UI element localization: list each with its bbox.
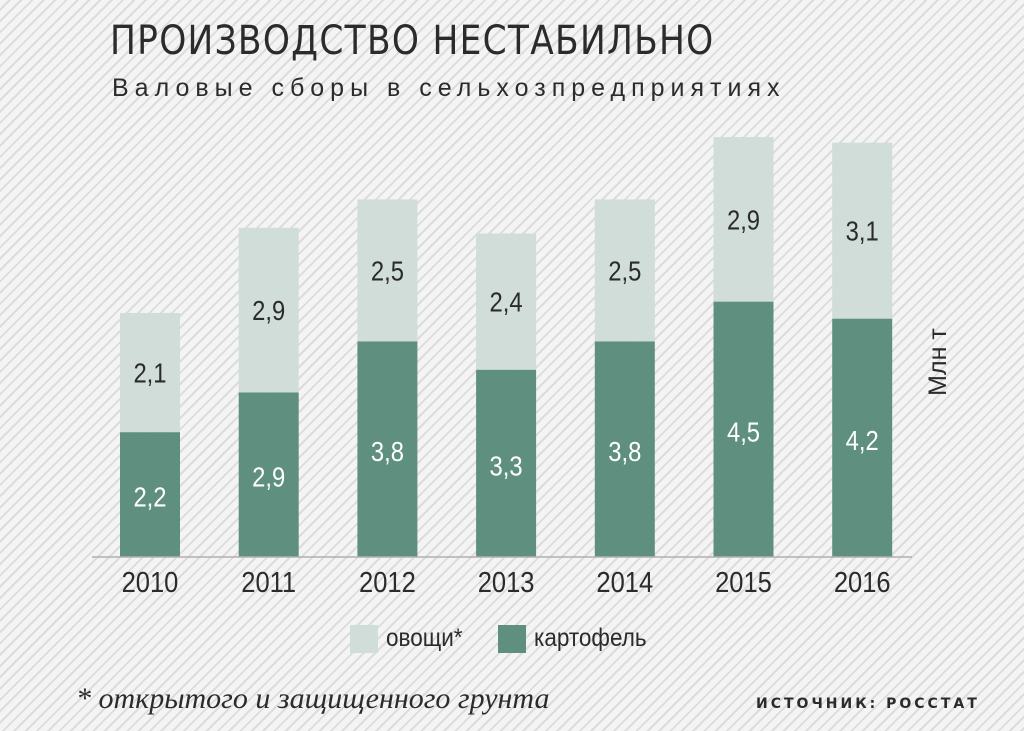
legend-label-vegetables: овощи* [386,624,463,652]
bar-potato-2016 [832,318,893,557]
source-credit: ИСТОЧНИК: РОССТАТ [756,696,980,712]
bar-potato-2010 [120,432,180,557]
bar-potato-2012 [357,341,418,557]
bar-vegetables-2016 [832,142,893,319]
data-label-potato-2016: 4,2 [846,424,879,456]
data-label-vegetables-2014: 2,5 [608,255,641,287]
data-label-vegetables-2015: 2,9 [727,203,760,235]
bar-vegetables-2012 [357,199,418,342]
data-label-potato-2012: 3,8 [371,435,404,467]
bar-vegetables-2010 [120,312,180,433]
x-tick-label-2011: 2011 [241,565,296,598]
x-tick-label-2013: 2013 [478,565,535,598]
x-tick-label-2015: 2015 [715,565,772,598]
legend-swatch-vegetables [350,624,378,653]
bar-potato-2014 [594,341,655,557]
data-label-vegetables-2013: 2,4 [490,286,523,318]
bar-vegetables-2013 [476,233,537,370]
data-label-vegetables-2011: 2,9 [252,294,285,326]
bar-potato-2011 [238,392,299,557]
footnote: * открытого и защищенного грунта [76,682,550,715]
x-tick-label-2014: 2014 [596,565,653,598]
data-label-potato-2011: 2,9 [252,461,285,493]
data-label-potato-2014: 3,8 [608,435,641,467]
legend-swatch-potato [498,624,526,653]
data-label-vegetables-2016: 3,1 [846,215,879,247]
data-label-potato-2013: 3,3 [490,449,523,481]
bar-vegetables-2011 [238,227,299,393]
data-label-vegetables-2012: 2,5 [371,255,404,287]
data-label-potato-2010: 2,2 [133,481,166,513]
x-tick-label-2016: 2016 [834,565,891,598]
data-label-potato-2015: 4,5 [727,415,760,447]
legend-item-potato: картофель [498,624,659,653]
bar-potato-2013 [476,369,537,557]
bar-vegetables-2014 [594,199,655,342]
bar-potato-2015 [713,301,774,557]
legend-item-vegetables: овощи* [350,624,471,653]
x-tick-label-2010: 2010 [122,565,179,598]
y-axis-label: Млн т [924,328,952,396]
chart-title: ПРОИЗВОДСТВО НЕСТАБИЛЬНО [110,18,715,64]
x-tick-label-2012: 2012 [359,565,416,598]
bar-vegetables-2015 [713,137,774,302]
data-label-vegetables-2010: 2,1 [133,357,166,389]
chart-subtitle: Валовые сборы в сельхозпредприятиях [112,74,786,102]
legend-label-potato: картофель [534,624,647,652]
